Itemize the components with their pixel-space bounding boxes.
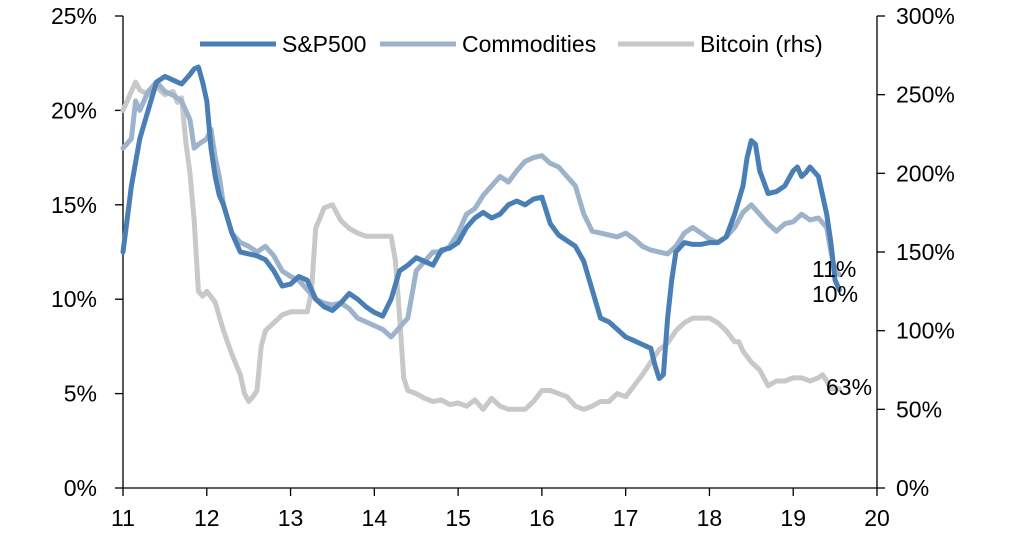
y-left-tick-label: 15% <box>51 192 97 218</box>
x-tick-label: 19 <box>780 505 806 531</box>
y-left-tick-label: 0% <box>64 475 97 501</box>
x-tick-label: 17 <box>613 505 639 531</box>
y-right-tick-label: 300% <box>896 3 955 29</box>
end-label-bitcoin: 63% <box>826 374 872 400</box>
y-right-tick-label: 150% <box>896 239 955 265</box>
end-label-commodities: 11% <box>812 256 856 282</box>
series-layer <box>120 64 842 412</box>
series-line-s-p500 <box>120 64 842 381</box>
x-tick-label: 20 <box>864 505 890 531</box>
x-tick-label: 16 <box>529 505 555 531</box>
legend-label-sp500: S&P500 <box>282 31 366 57</box>
x-tick-label: 13 <box>278 505 304 531</box>
y-right-tick-label: 100% <box>896 318 955 344</box>
x-tick-label: 15 <box>445 505 471 531</box>
y-left-tick-label: 5% <box>64 381 97 407</box>
legend-label-commodities: Commodities <box>462 31 596 57</box>
y-left-tick-label: 20% <box>51 97 97 123</box>
tick-labels-layer: 0% 5% 10% 15% 20% 25% 0% 50% 100% 150% 200% 250% 300… <box>51 3 955 531</box>
series-line-bitcoin-rhs <box>120 79 842 412</box>
y-left-tick-label: 25% <box>51 3 97 29</box>
y-right-tick-label: 0% <box>896 475 929 501</box>
x-tick-label: 11 <box>111 505 135 531</box>
y-right-tick-label: 200% <box>896 160 955 186</box>
end-label-sp500: 10% <box>812 281 858 307</box>
legend: S&P500 Commodities Bitcoin (rhs) <box>200 31 823 57</box>
y-right-tick-label: 250% <box>896 82 955 108</box>
y-left-tick-label: 10% <box>51 286 97 312</box>
y-right-tick-label: 50% <box>896 396 942 422</box>
axes-layer <box>115 15 885 496</box>
x-tick-label: 18 <box>697 505 723 531</box>
legend-label-bitcoin: Bitcoin (rhs) <box>700 31 823 57</box>
x-tick-label: 12 <box>194 505 220 531</box>
x-tick-label: 14 <box>362 505 388 531</box>
series-line-commodities <box>120 79 842 340</box>
